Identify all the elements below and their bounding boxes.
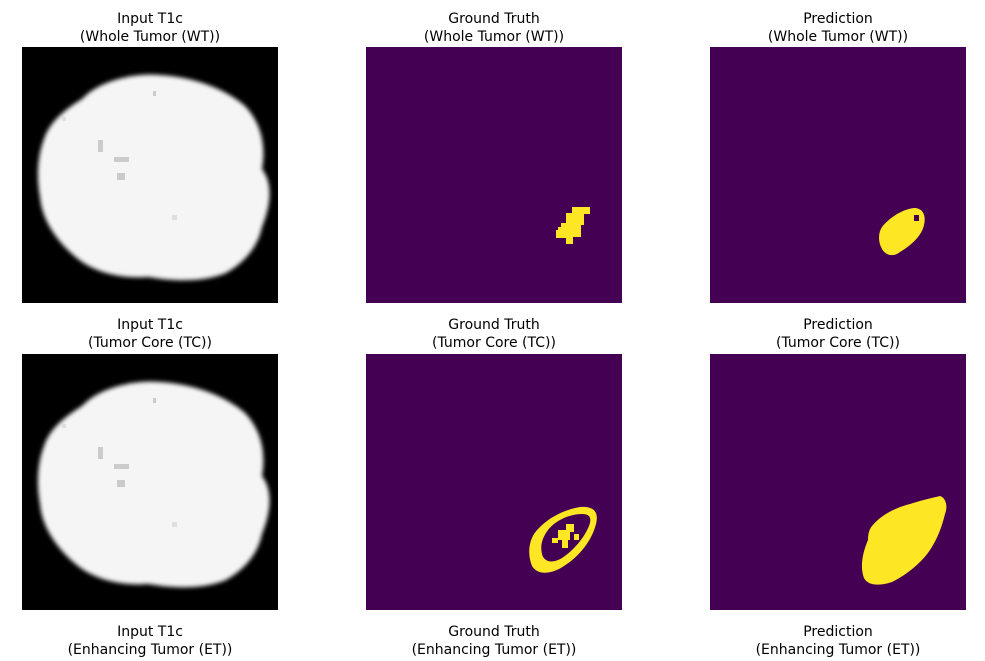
title-prediction-wt: Prediction (Whole Tumor (WT)) (767, 11, 909, 45)
title-ground-truth-et: Ground Truth (Enhancing Tumor (ET)) (411, 624, 577, 658)
title-prediction-et: Prediction (Enhancing Tumor (ET)) (755, 624, 921, 658)
prediction-mask-wt (710, 47, 966, 303)
ground-truth-mask-tc (366, 354, 622, 610)
input-t1c-image-wt (22, 47, 278, 303)
title-ground-truth-wt: Ground Truth (Whole Tumor (WT)) (423, 11, 565, 45)
ground-truth-mask-wt (366, 47, 622, 303)
title-ground-truth-tc: Ground Truth (Tumor Core (TC)) (432, 317, 556, 351)
title-input-tc: Input T1c (Tumor Core (TC)) (88, 317, 212, 351)
title-input-et: Input T1c (Enhancing Tumor (ET)) (67, 624, 233, 658)
input-t1c-image-tc (22, 354, 278, 610)
title-prediction-tc: Prediction (Tumor Core (TC)) (776, 317, 900, 351)
title-input-wt: Input T1c (Whole Tumor (WT)) (79, 11, 221, 45)
prediction-mask-tc (710, 354, 966, 610)
